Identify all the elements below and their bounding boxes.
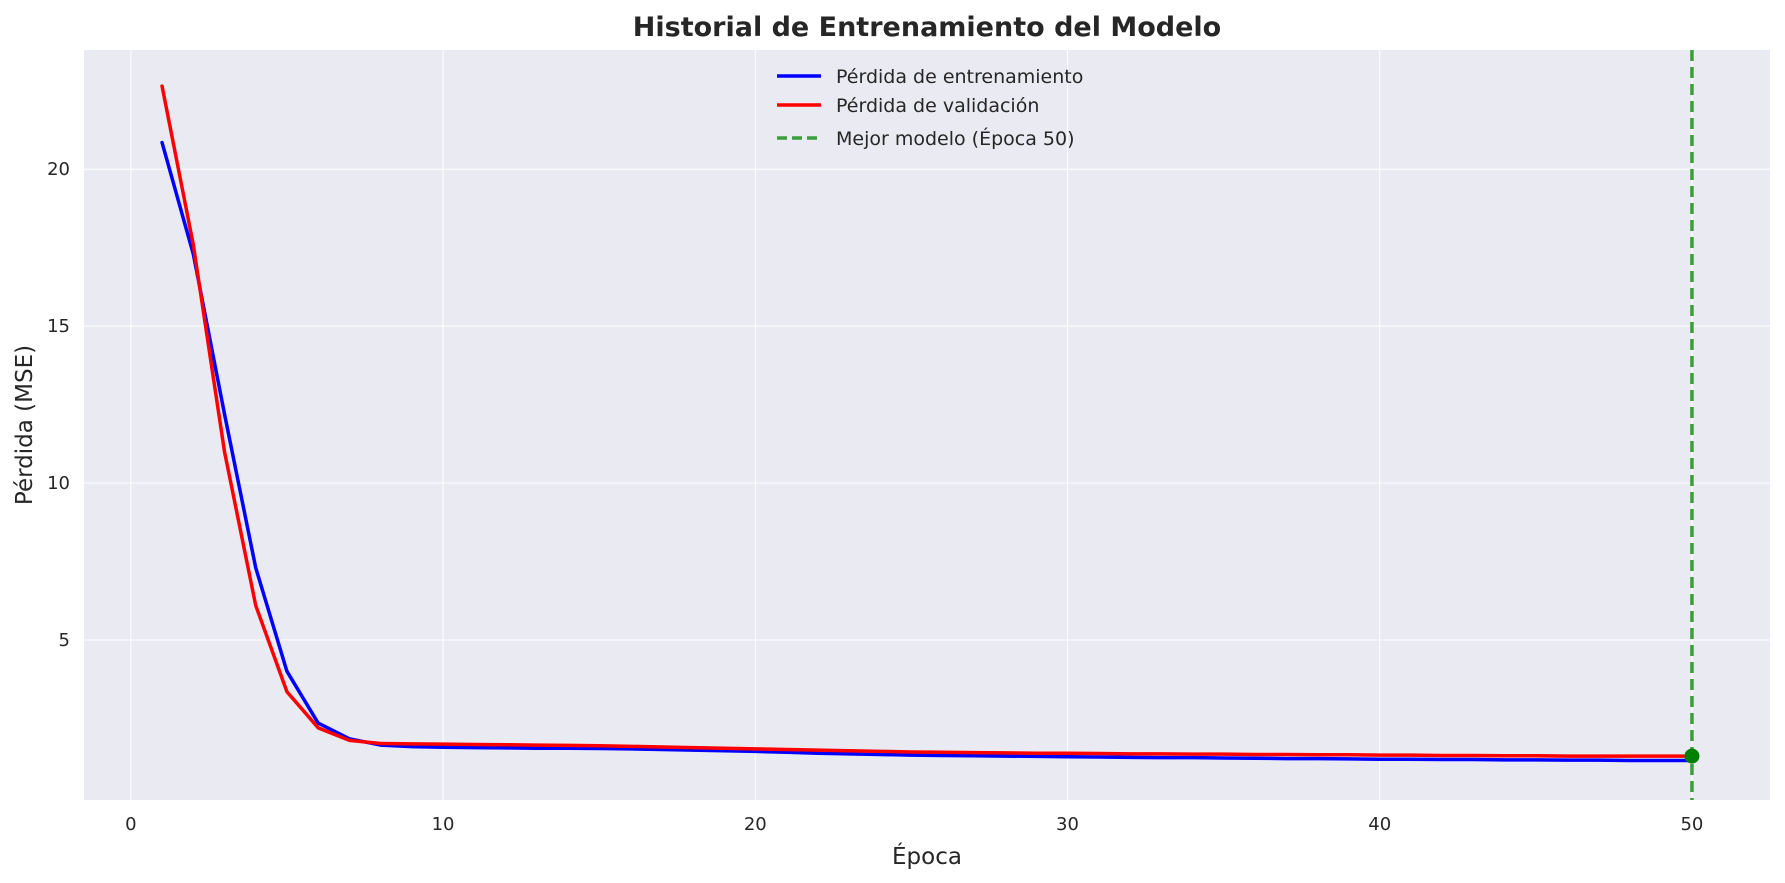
x-tick-label: 10 bbox=[432, 814, 455, 835]
legend-label-best-model: Mejor modelo (Época 50) bbox=[836, 127, 1074, 150]
y-tick-label: 20 bbox=[47, 159, 70, 180]
x-tick-label: 30 bbox=[1056, 814, 1079, 835]
x-tick-label: 20 bbox=[744, 814, 767, 835]
plot-background bbox=[84, 50, 1770, 800]
legend-label-validation: Pérdida de validación bbox=[836, 95, 1039, 117]
y-tick-label: 5 bbox=[59, 630, 70, 651]
tick-labels: 0 10 20 30 40 50 5 10 15 20 bbox=[47, 159, 1703, 835]
x-tick-label: 0 bbox=[125, 814, 136, 835]
series-layer bbox=[160, 84, 1694, 763]
chart-title: Historial de Entrenamiento del Modelo bbox=[633, 12, 1221, 43]
x-tick-label: 40 bbox=[1368, 814, 1391, 835]
y-tick-label: 15 bbox=[47, 316, 70, 337]
validation-loss-line bbox=[160, 84, 1694, 758]
y-tick-label: 10 bbox=[47, 473, 70, 494]
marker-layer bbox=[1684, 748, 1700, 764]
training-loss-line bbox=[160, 140, 1694, 763]
x-axis-title: Época bbox=[892, 842, 962, 870]
y-axis-title: Pérdida (MSE) bbox=[12, 345, 38, 505]
x-tick-label: 50 bbox=[1680, 814, 1703, 835]
legend-label-training: Pérdida de entrenamiento bbox=[836, 66, 1083, 88]
legend: Pérdida de entrenamiento Pérdida de vali… bbox=[777, 66, 1083, 150]
best-model-marker bbox=[1684, 748, 1700, 764]
